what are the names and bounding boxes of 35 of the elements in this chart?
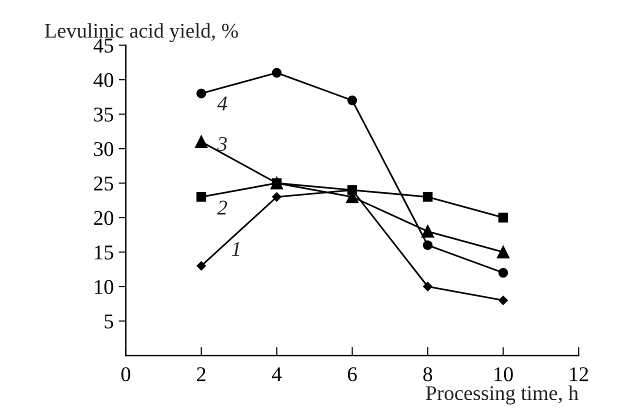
x-tick-label: 10 <box>494 367 513 382</box>
point <box>195 136 208 148</box>
series-label: 3 <box>217 136 227 151</box>
point <box>498 268 508 278</box>
y-tick-label: 30 <box>94 142 114 156</box>
y-tick-label: 15 <box>94 246 114 260</box>
point <box>421 225 434 238</box>
point <box>422 240 433 250</box>
point <box>272 68 282 78</box>
point <box>196 88 206 98</box>
x-tick-label: 6 <box>348 367 357 382</box>
y-tick-label: 5 <box>104 314 114 328</box>
point <box>347 96 358 106</box>
y-tick-label: 35 <box>94 108 114 122</box>
series-label: 1 <box>232 242 240 256</box>
y-tick-label: 20 <box>94 210 114 226</box>
x-tick-label: 2 <box>196 367 206 382</box>
point <box>196 192 206 202</box>
point <box>196 261 206 270</box>
point <box>498 296 508 305</box>
x-tick-label: 4 <box>272 367 282 382</box>
series-label: 2 <box>217 200 228 214</box>
point <box>422 192 433 202</box>
point <box>498 212 508 222</box>
y-tick-label: 10 <box>94 280 114 294</box>
x-tick-label: 0 <box>121 367 130 382</box>
point <box>496 246 510 258</box>
y-tick-label: 40 <box>94 73 114 88</box>
x-axis-title: Processing time, h <box>426 386 578 404</box>
x-tick-label: 12 <box>570 367 588 382</box>
x-tick-label: 8 <box>423 367 432 382</box>
y-tick-label: 25 <box>94 176 114 191</box>
point <box>423 282 432 292</box>
point <box>272 192 282 202</box>
series-label: 4 <box>217 96 228 110</box>
